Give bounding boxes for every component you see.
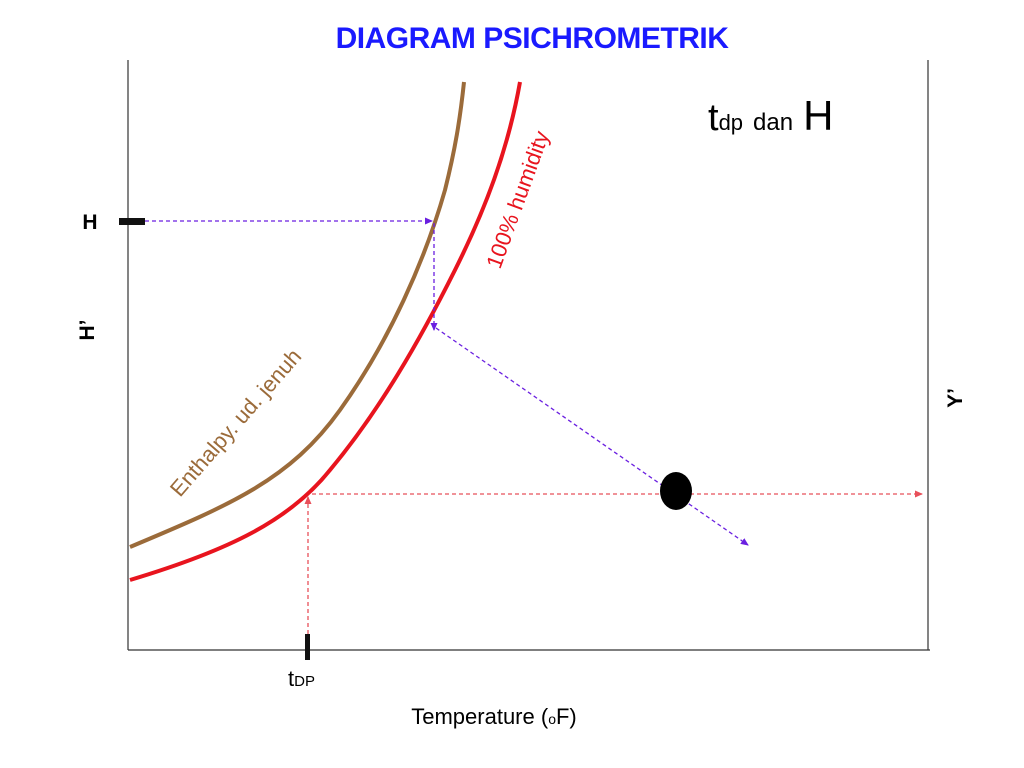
tdp-marker [305,634,310,660]
enthalpy-curve-label: Enthalpy. ud. jenuh [165,344,306,501]
h-marker [119,218,145,225]
saturation-curve [129,81,522,582]
h-label: H [82,211,97,234]
adiabatic-line [435,327,749,546]
y-axis-right-label: Y’ [944,388,967,408]
diagram-title: DIAGRAM PSICHROMETRIK [335,22,729,55]
diagram-subheading: tdp dan H [708,92,833,139]
x-axis-label: Temperature (oF) [411,704,577,729]
state-point [660,472,692,510]
enthalpy-curve [129,81,466,549]
tdp-label: tDP [288,666,315,691]
y-axis-left-label: H’ [76,320,99,341]
saturation-curve-label: 100% humidity [481,128,554,272]
